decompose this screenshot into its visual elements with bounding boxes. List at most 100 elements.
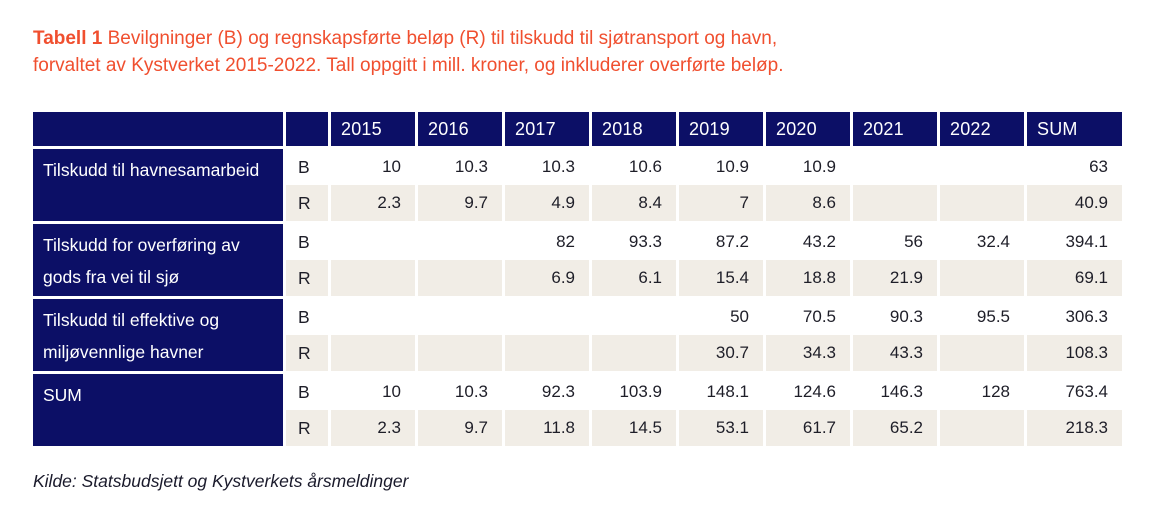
table-row-group: Tilskudd til havnesamarbeid B 10 10.3 10.3 10…	[33, 149, 1122, 221]
value-cell	[505, 299, 589, 335]
value-cell: 11.8	[505, 410, 589, 446]
year-header: 2016	[418, 112, 502, 146]
value-cell: 394.1	[1027, 224, 1122, 260]
value-cell: 8.4	[592, 185, 676, 221]
value-cell: 6.9	[505, 260, 589, 296]
value-cell: 9.7	[418, 410, 502, 446]
year-header: SUM	[1027, 112, 1122, 146]
row-group-label: Tilskudd for overføring av gods fra vei …	[33, 224, 283, 296]
value-cell: 10.3	[505, 149, 589, 185]
value-cell: 21.9	[853, 260, 937, 296]
row-group-label: SUM	[33, 374, 283, 446]
row-type-label: B	[286, 224, 328, 260]
value-cell: 90.3	[853, 299, 937, 335]
value-cell: 10.9	[679, 149, 763, 185]
value-cell	[331, 299, 415, 335]
header-label-spacer	[33, 112, 283, 146]
header-type-spacer	[286, 112, 328, 146]
row-group-label: Tilskudd til effektive og miljøvennlige …	[33, 299, 283, 371]
row-type-label: B	[286, 299, 328, 335]
value-cell: 218.3	[1027, 410, 1122, 446]
value-cell: 93.3	[592, 224, 676, 260]
value-cell	[418, 299, 502, 335]
table-row-group: Tilskudd for overføring av gods fra vei …	[33, 224, 1122, 296]
value-cell: 43.2	[766, 224, 850, 260]
value-cell: 148.1	[679, 374, 763, 410]
value-cell: 10	[331, 374, 415, 410]
value-cell: 10.6	[592, 149, 676, 185]
value-cell: 40.9	[1027, 185, 1122, 221]
data-table: 2015 2016 2017 2018 2019 2020 2021 2022 SUM Tilsk…	[33, 112, 1122, 446]
row-type-label: R	[286, 335, 328, 371]
value-cell: 10	[331, 149, 415, 185]
table-row-group: SUM B 10 10.3 92.3 103.9 148.1 124.6 146.3 128 763…	[33, 374, 1122, 446]
value-cell: 43.3	[853, 335, 937, 371]
row-type-label: R	[286, 260, 328, 296]
value-cell: 108.3	[1027, 335, 1122, 371]
value-cell: 6.1	[592, 260, 676, 296]
value-cell	[940, 149, 1024, 185]
year-header: 2021	[853, 112, 937, 146]
value-cell: 53.1	[679, 410, 763, 446]
value-cell: 306.3	[1027, 299, 1122, 335]
value-cell: 15.4	[679, 260, 763, 296]
value-cell: 763.4	[1027, 374, 1122, 410]
year-header: 2018	[592, 112, 676, 146]
row-type-label: R	[286, 185, 328, 221]
value-cell: 30.7	[679, 335, 763, 371]
value-cell	[418, 224, 502, 260]
table-header-row: 2015 2016 2017 2018 2019 2020 2021 2022 SUM	[33, 112, 1122, 146]
value-cell: 10.9	[766, 149, 850, 185]
value-cell: 92.3	[505, 374, 589, 410]
row-type-label: R	[286, 410, 328, 446]
value-cell: 14.5	[592, 410, 676, 446]
value-cell: 4.9	[505, 185, 589, 221]
value-cell	[592, 299, 676, 335]
value-cell	[331, 335, 415, 371]
value-cell: 7	[679, 185, 763, 221]
value-cell: 82	[505, 224, 589, 260]
value-cell	[940, 185, 1024, 221]
value-cell: 95.5	[940, 299, 1024, 335]
table-caption-line2: forvaltet av Kystverket 2015-2022. Tall …	[33, 55, 784, 76]
value-cell: 56	[853, 224, 937, 260]
value-cell: 9.7	[418, 185, 502, 221]
table-caption-label: Tabell 1	[33, 28, 103, 49]
row-type-label: B	[286, 149, 328, 185]
source-note: Kilde: Statsbudsjett og Kystverkets årsm…	[33, 471, 409, 491]
value-cell: 103.9	[592, 374, 676, 410]
value-cell	[418, 335, 502, 371]
value-cell: 61.7	[766, 410, 850, 446]
value-cell	[853, 185, 937, 221]
value-cell	[940, 260, 1024, 296]
row-group-label: Tilskudd til havnesamarbeid	[33, 149, 283, 221]
value-cell: 34.3	[766, 335, 850, 371]
value-cell	[331, 224, 415, 260]
year-header: 2019	[679, 112, 763, 146]
value-cell: 10.3	[418, 149, 502, 185]
value-cell: 63	[1027, 149, 1122, 185]
value-cell	[331, 260, 415, 296]
value-cell: 65.2	[853, 410, 937, 446]
year-header: 2020	[766, 112, 850, 146]
value-cell: 2.3	[331, 410, 415, 446]
value-cell: 69.1	[1027, 260, 1122, 296]
year-header: 2017	[505, 112, 589, 146]
value-cell: 32.4	[940, 224, 1024, 260]
value-cell	[418, 260, 502, 296]
year-header: 2015	[331, 112, 415, 146]
value-cell: 70.5	[766, 299, 850, 335]
value-cell: 10.3	[418, 374, 502, 410]
value-cell: 87.2	[679, 224, 763, 260]
value-cell	[505, 335, 589, 371]
year-header: 2022	[940, 112, 1024, 146]
value-cell: 8.6	[766, 185, 850, 221]
value-cell: 124.6	[766, 374, 850, 410]
value-cell	[853, 149, 937, 185]
row-type-label: B	[286, 374, 328, 410]
value-cell: 50	[679, 299, 763, 335]
value-cell: 146.3	[853, 374, 937, 410]
value-cell	[592, 335, 676, 371]
value-cell: 128	[940, 374, 1024, 410]
